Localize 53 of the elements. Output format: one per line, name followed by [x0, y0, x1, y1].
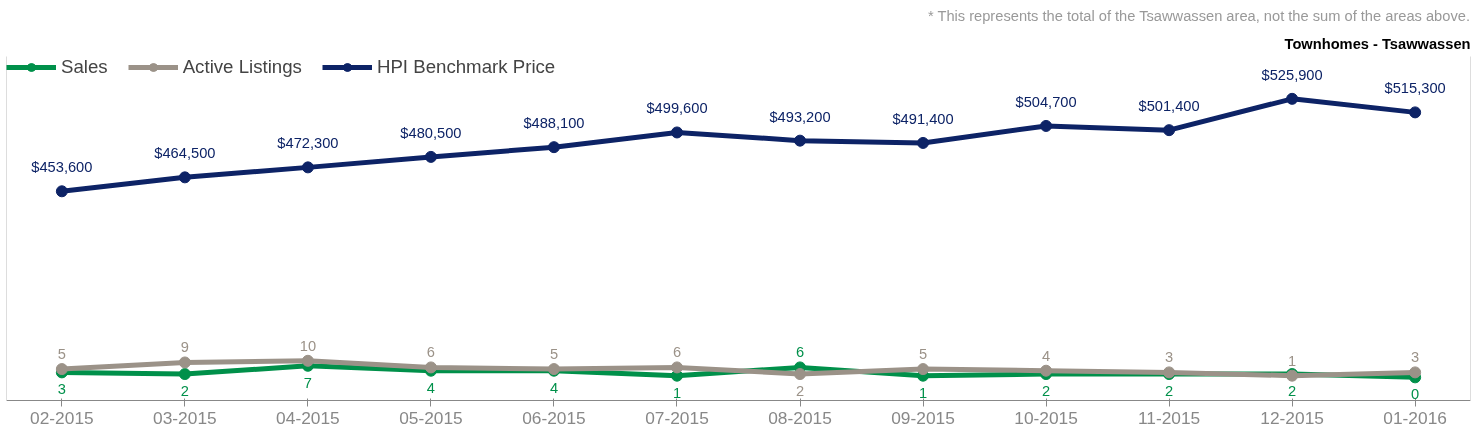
data-label: 10 — [299, 337, 317, 354]
data-label: 3 — [57, 381, 66, 398]
data-label: 1 — [918, 384, 928, 401]
data-label: 2 — [1288, 383, 1297, 400]
data-label: $491,400 — [892, 110, 954, 127]
data-label: $464,500 — [154, 145, 216, 162]
x-tick-label: 07-2015 — [645, 407, 709, 428]
data-label: 5 — [549, 346, 559, 363]
legend-label: HPI Benchmark Price — [376, 56, 556, 78]
data-label: $499,600 — [646, 100, 708, 117]
text: * This represents the total of the Tsawwassen area, not the sum of the areas above. — [927, 7, 1470, 24]
x-tick-label: 10-2015 — [1014, 407, 1078, 428]
data-label: $488,100 — [523, 115, 585, 132]
legend-label: Active Listings — [182, 56, 302, 78]
data-label: $515,300 — [1384, 80, 1446, 97]
data-label: $525,900 — [1261, 66, 1323, 83]
x-tick-label: 06-2015 — [522, 407, 586, 428]
x-tick-label: 01-2016 — [1383, 407, 1447, 428]
data-label: 1 — [672, 384, 682, 401]
x-tick-label: 03-2015 — [153, 407, 217, 428]
data-label: 2 — [1165, 383, 1174, 400]
data-label: $504,700 — [1015, 93, 1077, 110]
data-label: 3 — [1165, 349, 1174, 366]
legend-label: Sales — [61, 56, 108, 78]
data-label: 6 — [795, 344, 805, 361]
data-label: 7 — [303, 374, 312, 391]
x-tick-label: 08-2015 — [768, 407, 832, 428]
x-tick-label: 02-2015 — [30, 407, 94, 428]
data-label: 5 — [918, 346, 928, 363]
data-label: 9 — [180, 339, 189, 356]
data-label: 5 — [57, 346, 66, 363]
x-tick-label: 04-2015 — [276, 407, 340, 428]
data-label: 2 — [795, 383, 805, 400]
data-label: 6 — [672, 344, 682, 361]
data-label: 4 — [549, 379, 559, 396]
data-label: 2 — [180, 383, 189, 400]
data-label: $480,500 — [400, 124, 462, 141]
x-tick-label: 11-2015 — [1137, 407, 1201, 428]
data-label: 3 — [1411, 349, 1420, 366]
x-tick-label: 09-2015 — [891, 407, 955, 428]
data-label: 2 — [1041, 383, 1051, 400]
x-tick-label: 12-2015 — [1260, 407, 1324, 428]
data-label: 0 — [1411, 386, 1420, 403]
data-label: $493,200 — [769, 108, 831, 125]
data-label: 1 — [1288, 352, 1297, 369]
data-label: $472,300 — [277, 135, 339, 152]
chart-title: Townhomes - Tsawwassen — [1284, 35, 1471, 52]
data-label: 4 — [1041, 347, 1051, 364]
data-label: $453,600 — [31, 159, 93, 176]
data-label: 4 — [426, 379, 436, 396]
x-tick-label: 05-2015 — [399, 407, 463, 428]
data-label: 6 — [426, 344, 436, 361]
data-label: $501,400 — [1138, 98, 1200, 115]
